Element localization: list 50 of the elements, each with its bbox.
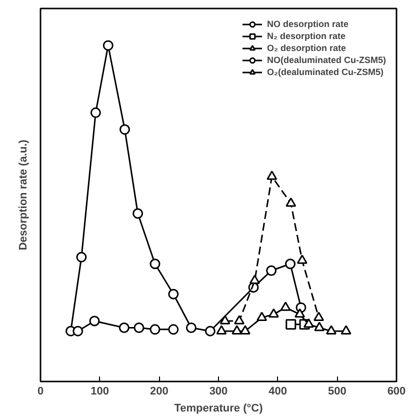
- point: [118, 322, 130, 333]
- point: [132, 208, 144, 219]
- point: [72, 326, 84, 336]
- point: [168, 288, 179, 300]
- x-tick-label: 200: [150, 386, 168, 398]
- point: [204, 326, 216, 336]
- point: [89, 316, 100, 326]
- point: [120, 124, 130, 135]
- point: [340, 325, 352, 334]
- x-tick-label: 400: [268, 386, 288, 398]
- x-tick-label: 600: [387, 386, 406, 398]
- legend-label: NO(dealuminated Cu-ZSM5): [266, 54, 386, 66]
- point: [280, 302, 291, 311]
- point: [234, 315, 245, 324]
- point: [285, 258, 296, 270]
- point: [134, 322, 144, 333]
- point: [186, 322, 196, 333]
- point: [90, 107, 101, 118]
- point: [286, 319, 296, 330]
- x-tick-label: 0: [37, 386, 44, 398]
- point: [296, 254, 308, 264]
- point: [150, 258, 160, 270]
- x-tick-label: 300: [209, 386, 228, 398]
- point: [326, 325, 336, 334]
- point: [232, 325, 242, 334]
- point: [266, 265, 277, 276]
- point: [168, 324, 179, 335]
- legend-label: O₂(dealuminated Cu-ZSM5): [266, 66, 384, 78]
- legend-label: N₂ desorption rate: [266, 30, 346, 42]
- x-tick-label: 100: [90, 386, 110, 398]
- point: [268, 308, 279, 318]
- point: [216, 325, 227, 334]
- point: [150, 324, 160, 335]
- point: [286, 197, 296, 207]
- point: [294, 308, 306, 318]
- point: [256, 312, 268, 321]
- x-tick-label: 500: [328, 386, 346, 398]
- y-axis-title: Desorption rate (a.u.): [18, 139, 30, 250]
- point: [303, 318, 314, 328]
- point: [266, 170, 278, 180]
- legend-label: O₂ desorption rate: [266, 42, 346, 54]
- point: [76, 252, 87, 262]
- point: [314, 322, 325, 332]
- point: [314, 312, 324, 321]
- point: [240, 325, 250, 334]
- legend-label: NO desorption rate: [266, 18, 348, 30]
- x-axis-title: Temperature (°C): [174, 402, 264, 414]
- point: [220, 315, 230, 324]
- point: [249, 274, 260, 284]
- point: [102, 40, 114, 51]
